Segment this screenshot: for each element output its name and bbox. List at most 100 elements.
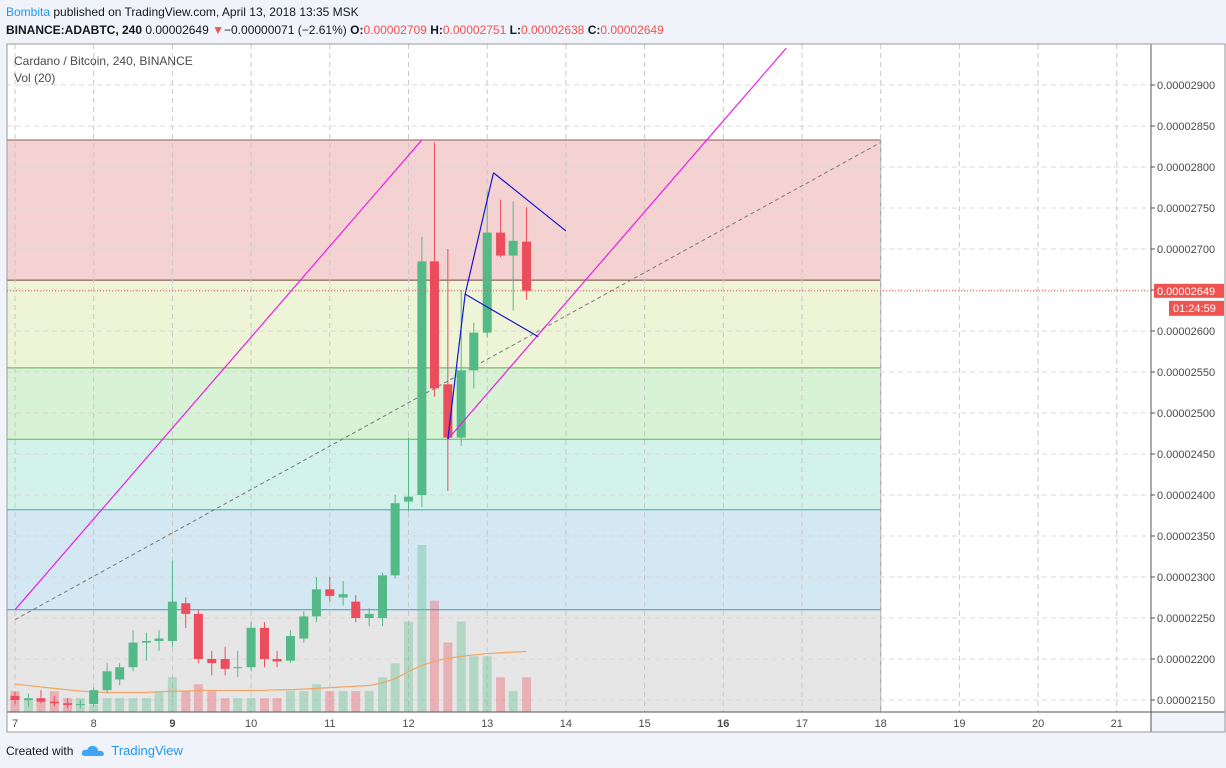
volume-bar [36, 698, 46, 712]
volume-bar [89, 705, 99, 712]
time-tick-label: 9 [169, 718, 175, 730]
price-tick-label: 0.00002800 [1157, 162, 1215, 174]
volume-legend: Vol (20) [14, 71, 55, 85]
time-tick-label: 8 [91, 718, 97, 730]
chart-legend-title: Cardano / Bitcoin, 240, BINANCE [14, 54, 193, 68]
author-link[interactable]: Bombita [6, 5, 51, 19]
volume-bar [456, 621, 466, 712]
volume-bar [311, 684, 321, 712]
chart-border [6, 43, 1226, 733]
candle-body [259, 627, 269, 659]
candle-body [404, 496, 413, 502]
time-tick-label: 13 [481, 718, 493, 730]
candle-body [36, 698, 46, 702]
candle-body [272, 659, 282, 662]
symbol-info: BINANCE:ADABTC, 240 0.00002649 ▼−0.00000… [6, 23, 664, 37]
candle-body [23, 698, 33, 700]
time-tick-label: 19 [953, 718, 965, 730]
candles [10, 142, 532, 709]
volume-bar [338, 691, 348, 712]
candle-body [429, 261, 439, 389]
candle-body [89, 690, 99, 705]
volume-bar [299, 691, 309, 712]
down-arrow-icon: ▼ [212, 23, 224, 37]
close-value: 0.00002649 [600, 23, 664, 37]
price-chart[interactable]: 0.00002150 0.00002200 0.00002250 0.00002300… [0, 0, 1226, 740]
candle-body [75, 704, 85, 706]
price-tick-label: 0.00002750 [1157, 203, 1215, 215]
open-label: O: [350, 23, 364, 37]
time-tick-label: 18 [875, 718, 887, 730]
volume-bar [154, 691, 164, 712]
time-tick-label: 21 [1111, 718, 1123, 730]
volume-bar [246, 698, 256, 712]
candle-body [102, 671, 112, 691]
last-price-tag [1154, 283, 1224, 298]
time-tick-label: 10 [245, 718, 257, 730]
time-tick-label: 17 [796, 718, 808, 730]
candle-body [167, 601, 177, 641]
candle-body [285, 636, 295, 661]
triangle-line [464, 293, 539, 338]
price-tick-label: 0.00002850 [1157, 121, 1215, 133]
fib-retracement [7, 139, 882, 712]
countdown-tag [1169, 300, 1224, 316]
fib-band [7, 509, 881, 610]
price-tick-label: 0.00002550 [1157, 367, 1215, 379]
volume-bar [417, 545, 427, 712]
candle-body [351, 601, 361, 618]
price-tick-label: 0.00002700 [1157, 244, 1215, 256]
candle-body [496, 232, 506, 256]
time-tick-label: 15 [638, 718, 650, 730]
volume-bar [443, 642, 453, 712]
candle-body [233, 667, 243, 669]
created-with-text: Created with [6, 743, 74, 758]
tradingview-link[interactable]: TradingView [111, 743, 183, 758]
triangle-line [447, 294, 466, 440]
candle-body [443, 384, 453, 438]
close-label: C: [587, 23, 601, 37]
time-tick-label: 12 [402, 718, 414, 730]
volume-bar [351, 691, 361, 712]
volume-bar [220, 698, 230, 712]
volume-bar [193, 684, 203, 712]
volume-bar [378, 677, 388, 712]
candle-body [128, 642, 138, 668]
candle-body [482, 232, 492, 333]
price-tick-label: 0.00002450 [1157, 449, 1215, 461]
triangle-line [493, 172, 567, 232]
candle-body [10, 695, 20, 700]
candle-body [364, 613, 374, 618]
high-label: H: [430, 23, 443, 37]
low-value: 0.00002638 [520, 23, 585, 37]
volume-bar [259, 698, 269, 712]
price-change: −0.00000071 (−2.61%) [224, 23, 347, 37]
candle-body [325, 589, 335, 596]
time-tick-label: 11 [324, 718, 335, 730]
footer: Created with TradingView [6, 743, 183, 758]
candle-body [207, 659, 217, 664]
volume-bar [285, 691, 295, 712]
price-tick-label: 0.00002150 [1157, 695, 1215, 707]
time-tick-label: 7 [12, 718, 18, 730]
volume-bar [128, 698, 138, 712]
axes: 0.00002150 0.00002200 0.00002250 0.00002300… [6, 43, 1226, 733]
drawings [7, 47, 1151, 611]
fib-trend-line [14, 141, 881, 621]
channel-line [14, 139, 423, 611]
candle-body [154, 638, 164, 641]
volume-bar [167, 677, 177, 712]
price-tick-label: 0.00002200 [1157, 654, 1215, 666]
candle-body [220, 659, 230, 669]
candle-body [469, 332, 479, 371]
time-tick-label: 20 [1032, 718, 1044, 730]
low-label: L: [509, 23, 521, 37]
price-tick-label: 0.00002250 [1157, 613, 1215, 625]
candle-body [508, 240, 518, 256]
price-tick-label: 0.00002900 [1157, 80, 1215, 92]
candle-body [299, 616, 309, 639]
time-tick-label: 14 [560, 718, 572, 730]
volume-bar [272, 698, 282, 712]
volume-bar [207, 691, 217, 712]
publish-text: published on TradingView.com, April 13, … [53, 5, 359, 19]
